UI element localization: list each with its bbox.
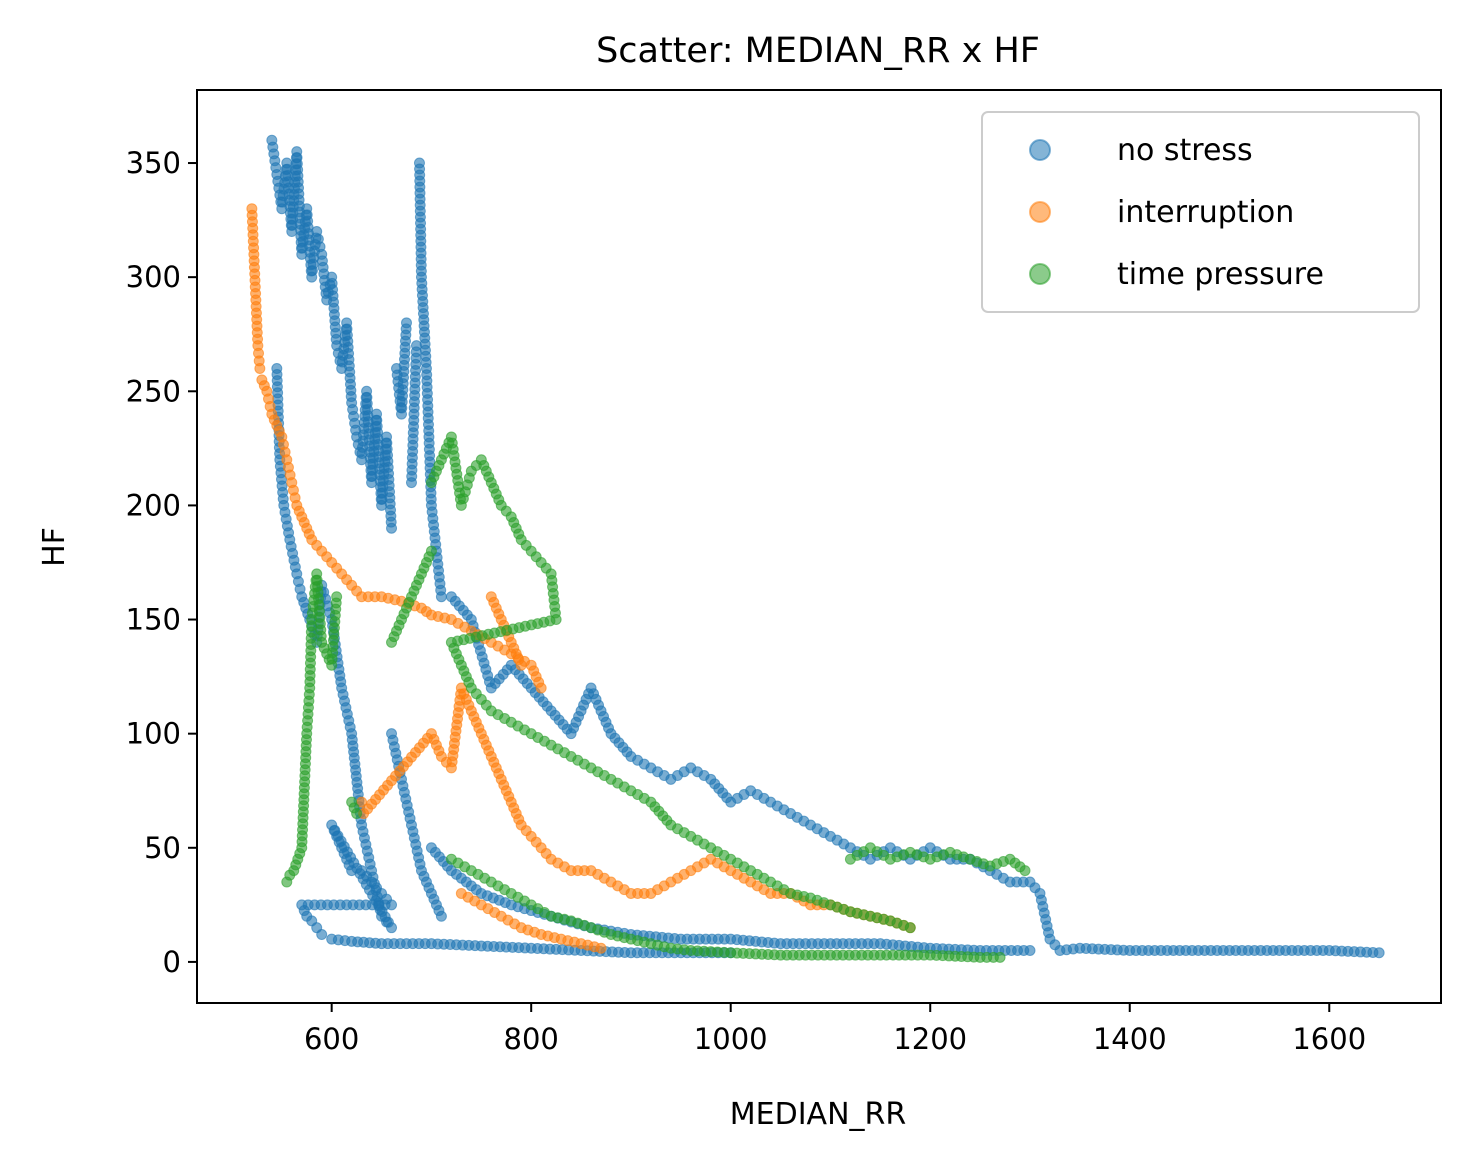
data-point [515, 659, 527, 671]
data-point [1373, 947, 1385, 959]
data-point [535, 682, 547, 694]
data-point [994, 951, 1006, 963]
data-point [1024, 945, 1036, 957]
x-tick-label: 1400 [1093, 1022, 1167, 1056]
data-point [435, 591, 447, 603]
data-point [1019, 865, 1031, 877]
legend-label: no stress [1117, 133, 1253, 168]
data-point [254, 362, 266, 374]
legend-marker [1029, 263, 1051, 285]
x-tick-label: 1200 [893, 1022, 967, 1056]
y-tick-label: 150 [126, 603, 181, 637]
data-point [425, 545, 437, 557]
data-point [346, 865, 358, 877]
y-tick-label: 350 [126, 146, 181, 180]
data-point [351, 808, 363, 820]
x-tick-label: 1000 [694, 1022, 768, 1056]
series-no-stress [266, 134, 1385, 959]
data-point [904, 922, 916, 934]
chart-title: Scatter: MEDIAN_RR x HF [596, 31, 1040, 71]
data-point [316, 929, 328, 941]
legend-label: time pressure [1117, 257, 1324, 292]
y-tick-label: 200 [126, 488, 181, 522]
x-tick-label: 800 [504, 1022, 559, 1056]
data-point [386, 522, 398, 534]
legend-marker [1029, 139, 1051, 161]
x-axis-label: MEDIAN_RR [730, 1097, 906, 1132]
y-tick-label: 100 [126, 717, 181, 751]
y-tick-label: 250 [126, 374, 181, 408]
points-layer [246, 134, 1385, 963]
y-tick-label: 300 [126, 260, 181, 294]
y-axis-label: HF [37, 527, 72, 567]
legend-box [981, 111, 1420, 313]
x-axis: 600 800 1000 1200 1400 1600 [304, 1003, 1366, 1056]
data-point [331, 591, 343, 603]
plot-frame [196, 89, 1442, 1004]
data-point [435, 910, 447, 922]
y-tick-label: 0 [163, 945, 181, 979]
series-interruption [246, 203, 916, 954]
legend-marker [1029, 201, 1051, 223]
legend-label: interruption [1117, 195, 1294, 230]
y-tick-label: 50 [144, 831, 181, 865]
series-time-pressure [281, 431, 1031, 963]
data-point [400, 317, 412, 329]
x-tick-label: 1600 [1292, 1022, 1366, 1056]
data-point [595, 942, 607, 954]
x-tick-label: 600 [304, 1022, 359, 1056]
legend: no stress interruption time pressure [981, 111, 1420, 313]
y-axis: 0 50 100 150 200 250 300 350 [126, 146, 197, 979]
